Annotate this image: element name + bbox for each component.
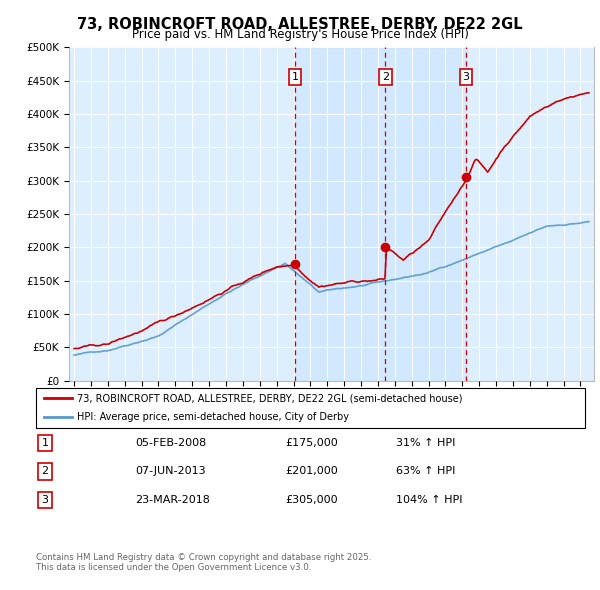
Text: Price paid vs. HM Land Registry's House Price Index (HPI): Price paid vs. HM Land Registry's House … [131, 28, 469, 41]
Text: Contains HM Land Registry data © Crown copyright and database right 2025.: Contains HM Land Registry data © Crown c… [36, 553, 371, 562]
Text: £175,000: £175,000 [285, 438, 338, 448]
Text: 3: 3 [463, 72, 470, 82]
Text: 2: 2 [382, 72, 389, 82]
Text: £201,000: £201,000 [285, 467, 338, 476]
Text: 05-FEB-2008: 05-FEB-2008 [135, 438, 206, 448]
Text: 73, ROBINCROFT ROAD, ALLESTREE, DERBY, DE22 2GL: 73, ROBINCROFT ROAD, ALLESTREE, DERBY, D… [77, 17, 523, 31]
FancyBboxPatch shape [36, 388, 585, 428]
Text: 3: 3 [41, 495, 49, 504]
Text: 2: 2 [41, 467, 49, 476]
Text: 23-MAR-2018: 23-MAR-2018 [135, 495, 210, 504]
Text: 63% ↑ HPI: 63% ↑ HPI [396, 467, 455, 476]
Text: HPI: Average price, semi-detached house, City of Derby: HPI: Average price, semi-detached house,… [77, 412, 349, 422]
Text: 73, ROBINCROFT ROAD, ALLESTREE, DERBY, DE22 2GL (semi-detached house): 73, ROBINCROFT ROAD, ALLESTREE, DERBY, D… [77, 394, 463, 404]
Text: This data is licensed under the Open Government Licence v3.0.: This data is licensed under the Open Gov… [36, 563, 311, 572]
Text: 1: 1 [41, 438, 49, 448]
Text: £305,000: £305,000 [285, 495, 338, 504]
Text: 1: 1 [292, 72, 299, 82]
Text: 104% ↑ HPI: 104% ↑ HPI [396, 495, 463, 504]
Text: 31% ↑ HPI: 31% ↑ HPI [396, 438, 455, 448]
Text: 07-JUN-2013: 07-JUN-2013 [135, 467, 206, 476]
Bar [295, 47, 466, 381]
